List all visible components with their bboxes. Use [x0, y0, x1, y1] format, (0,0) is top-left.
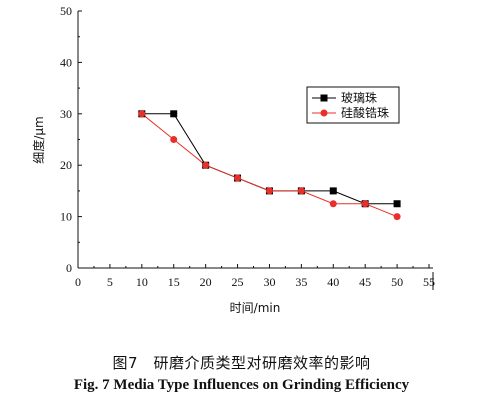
chart-ticks: 0 5 10 15 20 25 30 35 40 45 50 55 0 10 20 30 40 50 [60, 4, 435, 289]
legend-marker-0 [320, 94, 328, 102]
series-1-point-6 [329, 200, 337, 208]
legend-label-1: 硅酸锆珠 [341, 105, 389, 120]
y-tick-label-20: 20 [60, 158, 72, 172]
chart-axes [77, 11, 434, 290]
y-tick-label-50: 50 [60, 4, 72, 18]
series-1-point-1 [170, 136, 178, 143]
series-0-point-1 [170, 110, 178, 118]
x-tick-label-0: 0 [75, 275, 81, 289]
y-tick-label-30: 30 [60, 107, 72, 121]
legend-box [306, 86, 400, 124]
x-tick-label-50: 50 [391, 275, 403, 289]
series-1-point-3 [234, 174, 242, 182]
y-tick-label-40: 40 [60, 55, 72, 69]
legend-label-0: 玻璃珠 [341, 91, 377, 105]
x-tick-label-30: 30 [263, 275, 275, 289]
series-1-point-0 [138, 110, 146, 118]
series-1-point-7 [361, 200, 369, 208]
x-tick-label-20: 20 [200, 275, 212, 289]
series-0-point-8 [393, 200, 401, 208]
figure-caption-chinese: 图7 研磨介质类型对研磨效率的影响 [112, 354, 371, 372]
x-tick-label-5: 5 [107, 275, 113, 289]
series-1-point-2 [202, 161, 210, 169]
series-1-point-8 [393, 213, 401, 221]
x-tick-label-40: 40 [327, 275, 339, 289]
chart-series [138, 110, 401, 221]
x-axis-label: 时间/min [230, 301, 281, 315]
chart-legend: 玻璃珠 硅酸锆珠 [306, 86, 400, 124]
series-1-point-5 [297, 187, 305, 195]
x-tick-label-10: 10 [136, 275, 148, 289]
series-0-point-6 [329, 187, 337, 195]
x-tick-label-25: 25 [232, 275, 244, 289]
x-tick-label-45: 45 [359, 275, 371, 289]
x-tick-label-15: 15 [168, 275, 180, 289]
series-1-point-4 [265, 187, 273, 195]
figure-caption-english: Fig. 7 Media Type Influences on Grinding… [73, 377, 410, 393]
y-axis-label: 细度/μm [31, 116, 46, 163]
y-tick-label-0: 0 [66, 261, 72, 275]
y-tick-label-10: 10 [60, 210, 72, 224]
x-tick-label-35: 35 [295, 275, 307, 289]
x-tick-label-55: 55 [423, 275, 435, 289]
legend-marker-1 [320, 109, 328, 117]
